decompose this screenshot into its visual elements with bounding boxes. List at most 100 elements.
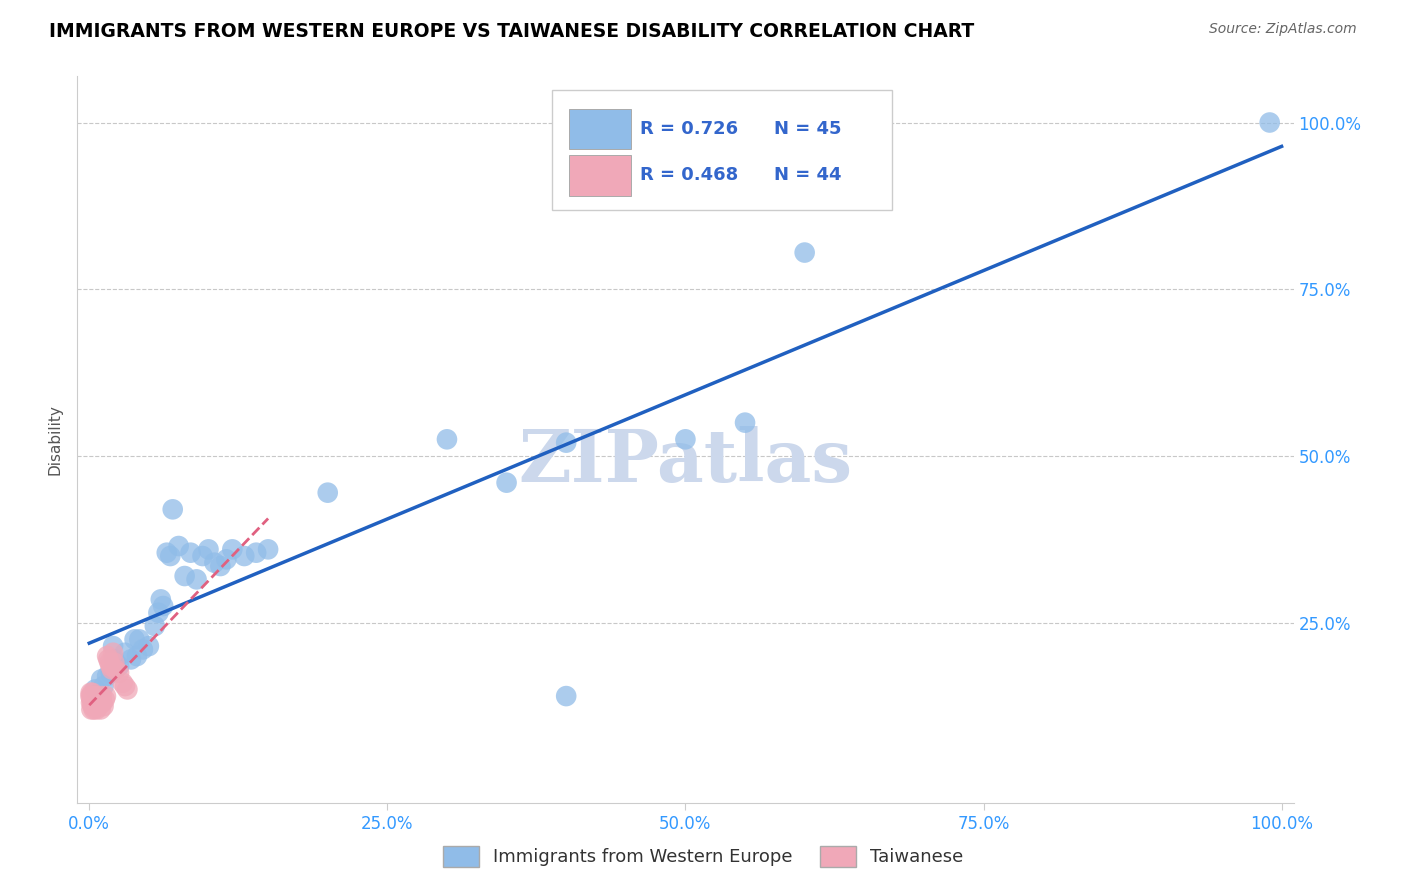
Point: [84, 692, 107, 706]
Point: [152, 599, 174, 613]
Text: IMMIGRANTS FROM WESTERN EUROPE VS TAIWANESE DISABILITY CORRELATION CHART: IMMIGRANTS FROM WESTERN EUROPE VS TAIWAN…: [49, 22, 974, 41]
Point: [89, 692, 111, 706]
Point: [87, 696, 110, 710]
Point: [159, 549, 181, 563]
Point: [82, 699, 104, 714]
Point: [233, 549, 256, 563]
Point: [191, 549, 214, 563]
Point: [221, 542, 243, 557]
Point: [245, 546, 267, 560]
Point: [1258, 115, 1281, 129]
FancyBboxPatch shape: [568, 109, 631, 149]
Point: [148, 606, 170, 620]
Point: [84, 682, 107, 697]
Point: [79, 689, 101, 703]
Point: [555, 435, 578, 450]
Point: [90, 692, 112, 706]
Point: [555, 689, 578, 703]
Point: [156, 546, 179, 560]
Point: [98, 656, 121, 670]
Point: [675, 432, 697, 446]
Point: [91, 696, 114, 710]
Point: [114, 646, 136, 660]
Point: [90, 689, 112, 703]
Point: [97, 652, 120, 666]
Point: [93, 699, 115, 714]
FancyBboxPatch shape: [551, 90, 893, 211]
Text: N = 44: N = 44: [775, 167, 842, 185]
Point: [82, 692, 104, 706]
Point: [316, 485, 339, 500]
Point: [138, 639, 160, 653]
Point: [82, 686, 104, 700]
Point: [120, 652, 142, 666]
Point: [436, 432, 458, 446]
Point: [82, 696, 104, 710]
Point: [734, 416, 756, 430]
Point: [80, 692, 103, 706]
Text: R = 0.468: R = 0.468: [640, 167, 738, 185]
Point: [96, 649, 118, 664]
Point: [104, 662, 127, 676]
Point: [197, 542, 219, 557]
Point: [125, 649, 148, 664]
Point: [162, 502, 184, 516]
Point: [128, 632, 150, 647]
Point: [83, 699, 105, 714]
Point: [143, 619, 166, 633]
Text: R = 0.726: R = 0.726: [640, 120, 738, 138]
Point: [104, 656, 127, 670]
Point: [149, 592, 172, 607]
Point: [132, 642, 155, 657]
Point: [79, 686, 101, 700]
Point: [84, 689, 107, 703]
Point: [80, 689, 103, 703]
Point: [82, 689, 104, 703]
Point: [108, 665, 131, 680]
Legend: Immigrants from Western Europe, Taiwanese: Immigrants from Western Europe, Taiwanes…: [436, 838, 970, 874]
Point: [93, 679, 115, 693]
Point: [94, 689, 117, 703]
Point: [793, 245, 815, 260]
Point: [204, 556, 226, 570]
Point: [87, 699, 110, 714]
Point: [83, 696, 105, 710]
Point: [101, 662, 124, 676]
Point: [124, 632, 146, 647]
Point: [94, 692, 117, 706]
Point: [100, 659, 122, 673]
Point: [209, 559, 232, 574]
Point: [180, 546, 202, 560]
Point: [100, 665, 122, 680]
Point: [86, 692, 108, 706]
Point: [84, 689, 107, 703]
Point: [117, 682, 139, 697]
Point: [257, 542, 280, 557]
Text: ZIPatlas: ZIPatlas: [519, 425, 852, 497]
Point: [86, 696, 108, 710]
Point: [101, 639, 124, 653]
Point: [215, 552, 238, 566]
Y-axis label: Disability: Disability: [46, 404, 62, 475]
Point: [111, 675, 134, 690]
Point: [167, 539, 190, 553]
Point: [108, 659, 131, 673]
Point: [173, 569, 195, 583]
Point: [80, 702, 103, 716]
FancyBboxPatch shape: [568, 155, 631, 195]
Point: [86, 702, 108, 716]
Point: [80, 696, 103, 710]
Point: [89, 696, 111, 710]
Point: [83, 702, 105, 716]
Point: [83, 692, 105, 706]
Point: [90, 702, 112, 716]
Point: [114, 679, 136, 693]
Point: [495, 475, 517, 490]
Point: [103, 652, 125, 666]
Point: [101, 646, 124, 660]
Point: [186, 573, 208, 587]
Point: [103, 656, 125, 670]
Text: Source: ZipAtlas.com: Source: ZipAtlas.com: [1209, 22, 1357, 37]
Point: [96, 669, 118, 683]
Text: N = 45: N = 45: [775, 120, 842, 138]
